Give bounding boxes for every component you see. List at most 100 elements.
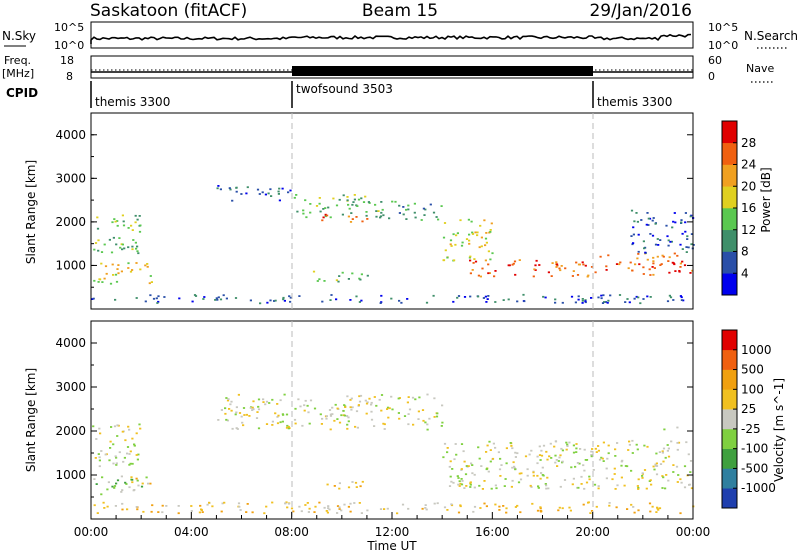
scatter-cell	[507, 264, 510, 267]
scatter-cell	[510, 485, 513, 488]
scatter-cell	[487, 295, 490, 297]
scatter-cell	[379, 508, 383, 510]
scatter-cell	[645, 487, 648, 490]
scatter-cell	[514, 456, 517, 458]
scatter-cell	[571, 275, 574, 277]
scatter-cell	[177, 512, 180, 515]
scatter-cell	[607, 452, 610, 455]
scatter-cell	[112, 462, 115, 465]
scatter-cell	[358, 301, 361, 303]
scatter-cell	[535, 259, 538, 262]
scatter-cell	[216, 298, 219, 301]
scatter-cell	[683, 486, 687, 489]
scatter-cell	[665, 474, 668, 476]
scatter-cell	[117, 424, 120, 427]
scatter-cell	[613, 473, 616, 475]
scatter-cell	[568, 441, 571, 444]
scatter-cell	[120, 491, 123, 493]
x-tick-label: 04:00	[174, 525, 209, 539]
scatter-cell	[127, 262, 130, 265]
scatter-cell	[211, 505, 214, 508]
scatter-cell	[156, 302, 159, 304]
scatter-cell	[615, 263, 619, 265]
scatter-cell	[514, 451, 517, 454]
scatter-cell	[689, 215, 692, 218]
scatter-cell	[674, 270, 677, 272]
scatter-cell	[242, 424, 245, 427]
scatter-cell	[347, 278, 350, 280]
scatter-cell	[634, 263, 637, 266]
scatter-cell	[297, 398, 300, 401]
scatter-cell	[380, 394, 384, 396]
scatter-cell	[93, 478, 96, 480]
scatter-cell	[358, 502, 361, 504]
scatter-cell	[602, 294, 605, 297]
scatter-cell	[460, 468, 463, 470]
scatter-cell	[678, 270, 681, 273]
scatter-cell	[235, 186, 238, 189]
nsky-tick-top: 10^5	[54, 21, 84, 34]
scatter-cell	[679, 243, 682, 246]
scatter-cell	[351, 481, 354, 483]
scatter-cell	[274, 299, 277, 302]
scatter-cell	[126, 508, 129, 511]
scatter-cell	[128, 428, 131, 431]
scatter-cell	[398, 417, 401, 420]
scatter-cell	[468, 233, 471, 236]
velocity-colorbar-label: Velocity [m s^-1]	[772, 378, 786, 482]
scatter-cell	[487, 272, 490, 275]
scatter-cell	[676, 448, 679, 451]
scatter-cell	[444, 249, 447, 252]
scatter-cell	[480, 236, 483, 239]
scatter-cell	[161, 511, 164, 514]
scatter-cell	[494, 484, 497, 487]
scatter-cell	[481, 267, 484, 270]
scatter-cell	[499, 475, 502, 477]
scatter-cell	[484, 295, 487, 298]
scatter-cell	[319, 413, 322, 416]
scatter-cell	[614, 448, 617, 451]
scatter-cell	[467, 218, 470, 221]
scatter-cell	[689, 471, 692, 473]
scatter-cell	[95, 483, 98, 485]
scatter-cell	[133, 444, 136, 447]
scatter-cell	[658, 507, 662, 510]
scatter-cell	[426, 423, 429, 426]
scatter-cell	[342, 410, 345, 412]
scatter-cell	[656, 507, 659, 510]
scatter-cell	[554, 440, 558, 443]
scatter-cell	[607, 444, 610, 447]
scatter-cell	[283, 299, 286, 302]
scatter-cell	[293, 418, 297, 421]
scatter-cell	[497, 451, 500, 454]
scatter-cell	[602, 460, 605, 462]
scatter-cell	[587, 274, 590, 277]
scatter-cell	[570, 295, 574, 298]
scatter-cell	[314, 505, 317, 508]
scatter-cell	[349, 299, 352, 301]
scatter-cell	[248, 415, 251, 417]
scatter-cell	[614, 488, 617, 490]
scatter-cell	[398, 397, 401, 399]
scatter-cell	[237, 393, 240, 396]
scatter-cell	[112, 274, 115, 276]
scatter-cell	[519, 478, 523, 481]
scatter-cell	[672, 471, 675, 473]
scatter-cell	[119, 246, 122, 249]
scatter-cell	[359, 278, 362, 281]
scatter-cell	[138, 215, 141, 217]
scatter-cell	[457, 511, 461, 514]
scatter-cell	[513, 260, 517, 263]
scatter-cell	[561, 449, 564, 452]
scatter-cell	[93, 279, 96, 282]
scatter-cell	[628, 440, 631, 443]
scatter-cell	[271, 501, 274, 504]
colorbar-swatch	[722, 330, 737, 351]
power-y-axis: 1000 2000 3000 4000	[55, 128, 693, 288]
scatter-cell	[585, 481, 589, 484]
scatter-cell	[336, 407, 339, 410]
scatter-cell	[264, 403, 267, 406]
scatter-cell	[460, 478, 463, 480]
scatter-cell	[469, 295, 472, 298]
scatter-cell	[318, 197, 321, 199]
